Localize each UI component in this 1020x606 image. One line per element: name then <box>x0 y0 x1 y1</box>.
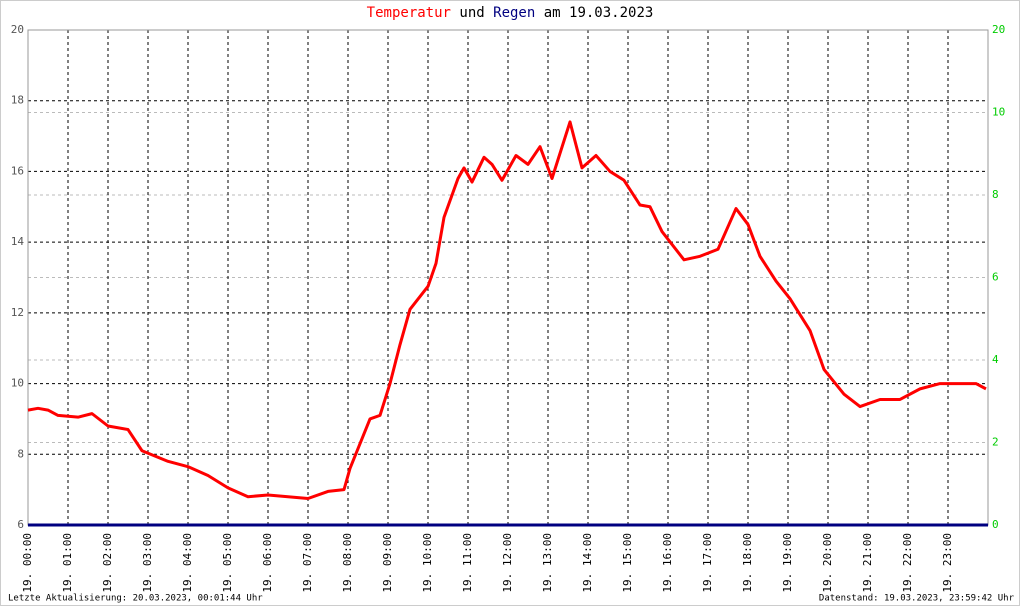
footer-right: Datenstand: 19.03.2023, 23:59:42 Uhr <box>819 594 1015 604</box>
x-tick-label: 19. 23:00 <box>941 533 954 593</box>
title-part: Regen <box>493 5 535 21</box>
y2-tick-label: 10 <box>992 106 1005 119</box>
x-tick-label: 19. 17:00 <box>701 533 714 593</box>
x-tick-label: 19. 02:00 <box>101 533 114 593</box>
y2-tick-label: 8 <box>992 188 999 201</box>
x-tick-label: 19. 12:00 <box>501 533 514 593</box>
y2-tick-label: 6 <box>992 271 999 284</box>
x-tick-label: 19. 01:00 <box>61 533 74 593</box>
footer-left: Letzte Aktualisierung: 20.03.2023, 00:01… <box>8 594 263 604</box>
y2-tick-label: 2 <box>992 436 999 449</box>
x-tick-label: 19. 10:00 <box>421 533 434 593</box>
chart-title: Temperatur und Regen am 19.03.2023 <box>367 5 654 21</box>
y-tick-label: 18 <box>11 94 24 107</box>
x-tick-label: 19. 18:00 <box>741 533 754 593</box>
x-tick-label: 19. 11:00 <box>461 533 474 593</box>
x-tick-label: 19. 16:00 <box>661 533 674 593</box>
title-part: am 19.03.2023 <box>544 5 654 21</box>
x-tick-label: 19. 04:00 <box>181 533 194 593</box>
x-tick-label: 19. 03:00 <box>141 533 154 593</box>
y2-tick-label: 0 <box>992 518 999 531</box>
x-tick-label: 19. 06:00 <box>261 533 274 593</box>
y-tick-label: 16 <box>11 164 24 177</box>
y-tick-label: 12 <box>11 306 24 319</box>
x-tick-label: 19. 05:00 <box>221 533 234 593</box>
x-tick-label: 19. 20:00 <box>821 533 834 593</box>
x-tick-label: 19. 13:00 <box>541 533 554 593</box>
x-tick-label: 19. 14:00 <box>581 533 594 593</box>
x-tick-label: 19. 09:00 <box>381 533 394 593</box>
title-part: und <box>459 5 484 21</box>
y2-tick-label: 20 <box>992 23 1005 36</box>
y-tick-label: 8 <box>17 447 24 460</box>
x-tick-label: 19. 22:00 <box>901 533 914 593</box>
x-tick-label: 19. 19:00 <box>781 533 794 593</box>
x-tick-label: 19. 00:00 <box>21 533 34 593</box>
x-tick-label: 19. 21:00 <box>861 533 874 593</box>
y-tick-label: 6 <box>17 518 24 531</box>
line <box>27 120 987 500</box>
x-tick-label: 19. 08:00 <box>341 533 354 593</box>
y-tick-label: 14 <box>11 235 25 248</box>
x-tick-label: 19. 15:00 <box>621 533 634 593</box>
y2-tick-label: 4 <box>992 353 999 366</box>
y-tick-label: 20 <box>11 23 24 36</box>
title-part: Temperatur <box>367 5 451 21</box>
x-tick-label: 19. 07:00 <box>301 533 314 593</box>
y-tick-label: 10 <box>11 377 24 390</box>
